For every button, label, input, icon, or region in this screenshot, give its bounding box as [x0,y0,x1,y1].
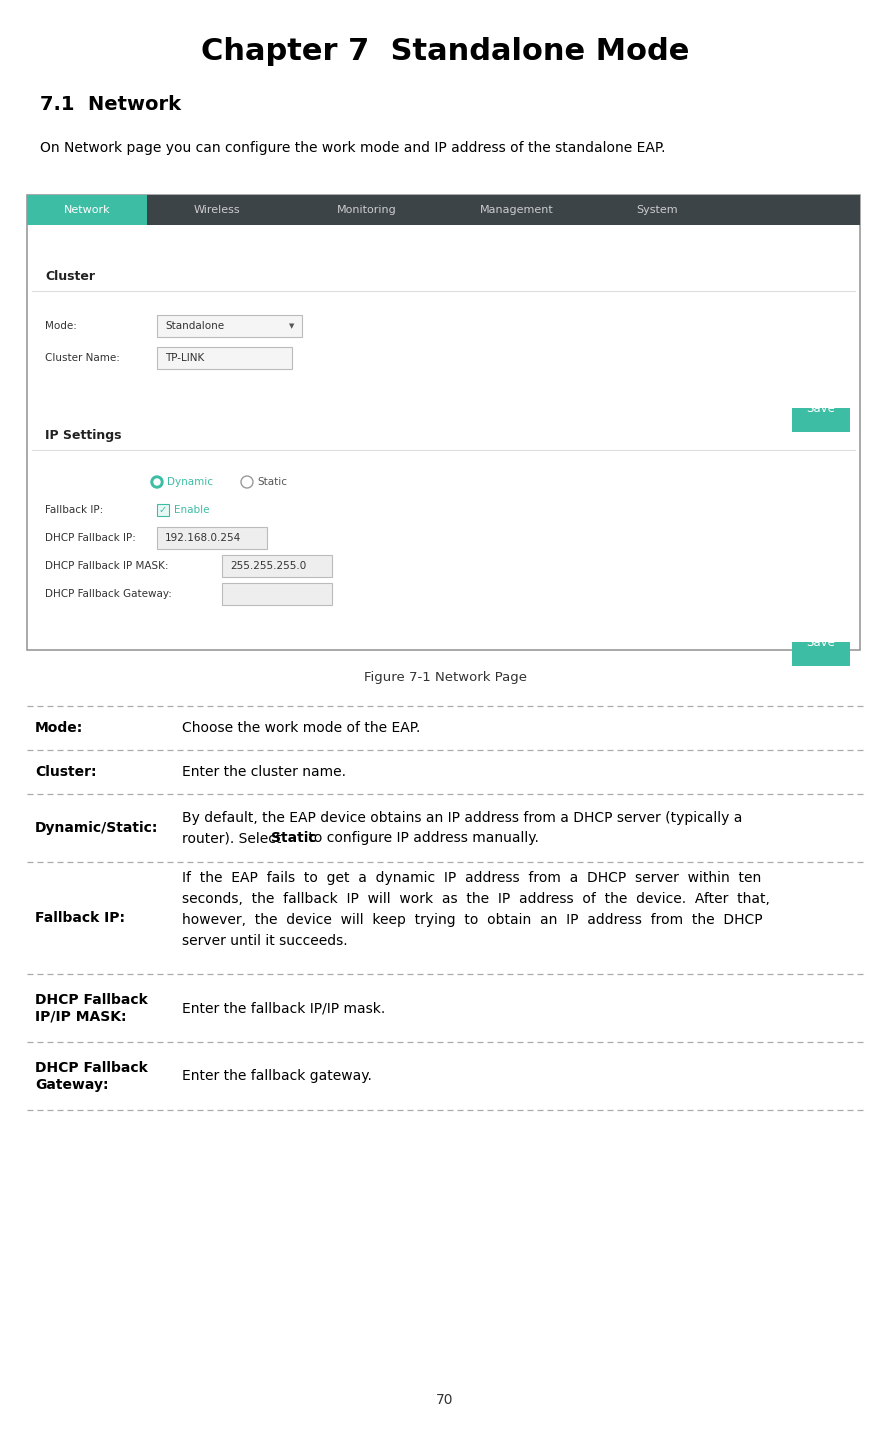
Text: If  the  EAP  fails  to  get  a  dynamic  IP  address  from  a  DHCP  server  wi: If the EAP fails to get a dynamic IP add… [182,870,761,885]
Text: Fallback IP:: Fallback IP: [45,505,103,515]
Bar [157,347,292,369]
Text: Wireless: Wireless [194,205,240,215]
Bar [222,555,332,576]
Bar [792,409,850,432]
Text: IP/IP MASK:: IP/IP MASK: [35,1010,126,1024]
Text: Enable: Enable [174,505,209,515]
Text: 7.1  Network: 7.1 Network [40,96,181,115]
Text: DHCP Fallback: DHCP Fallback [35,1061,148,1076]
Bar [157,503,169,516]
Text: Cluster: Cluster [45,271,95,284]
Bar [792,642,850,665]
Text: DHCP Fallback IP:: DHCP Fallback IP: [45,533,136,543]
Text: Cluster:: Cluster: [35,764,96,779]
Text: Gateway:: Gateway: [35,1078,109,1093]
Text: to configure IP address manually.: to configure IP address manually. [304,830,539,845]
Text: seconds,  the  fallback  IP  will  work  as  the  IP  address  of  the  device. : seconds, the fallback IP will work as th… [182,892,770,906]
Bar [157,528,267,549]
Text: Save: Save [806,637,836,650]
Text: Cluster Name:: Cluster Name: [45,353,120,363]
Bar [27,195,860,650]
Text: ✓: ✓ [159,505,167,515]
Text: Enter the fallback IP/IP mask.: Enter the fallback IP/IP mask. [182,1001,385,1015]
Text: Dynamic/Static:: Dynamic/Static: [35,822,158,835]
Text: DHCP Fallback: DHCP Fallback [35,992,148,1007]
Text: Save: Save [806,403,836,416]
Text: By default, the EAP device obtains an IP address from a DHCP server (typically a: By default, the EAP device obtains an IP… [182,812,742,825]
Text: Management: Management [480,205,554,215]
Text: Mode:: Mode: [45,321,77,331]
Text: TP-LINK: TP-LINK [165,353,204,363]
Circle shape [151,476,163,488]
Text: Static: Static [257,478,287,488]
Text: Network: Network [64,205,110,215]
Text: Enter the cluster name.: Enter the cluster name. [182,764,346,779]
Text: System: System [636,205,678,215]
Text: Enter the fallback gateway.: Enter the fallback gateway. [182,1068,372,1083]
Bar [222,584,332,605]
Text: DHCP Fallback IP MASK:: DHCP Fallback IP MASK: [45,561,168,571]
Text: however,  the  device  will  keep  trying  to  obtain  an  IP  address  from  th: however, the device will keep trying to … [182,913,763,926]
Bar [157,315,302,337]
Text: ▼: ▼ [289,323,295,328]
Text: On Network page you can configure the work mode and IP address of the standalone: On Network page you can configure the wo… [40,141,666,155]
Bar [27,195,147,225]
Text: server until it succeeds.: server until it succeeds. [182,934,348,948]
Circle shape [154,479,160,485]
Text: Mode:: Mode: [35,721,84,736]
Text: Chapter 7  Standalone Mode: Chapter 7 Standalone Mode [201,37,689,66]
Text: 70: 70 [436,1392,454,1407]
Text: Static: Static [271,830,317,845]
Text: Monitoring: Monitoring [337,205,397,215]
Text: Standalone: Standalone [165,321,224,331]
Text: 255.255.255.0: 255.255.255.0 [230,561,306,571]
Text: router). Select: router). Select [182,830,286,845]
Text: DHCP Fallback Gateway:: DHCP Fallback Gateway: [45,589,172,599]
Text: Choose the work mode of the EAP.: Choose the work mode of the EAP. [182,721,420,736]
Text: Fallback IP:: Fallback IP: [35,911,125,925]
Text: IP Settings: IP Settings [45,430,122,443]
Bar [27,195,860,225]
Text: Figure 7-1 Network Page: Figure 7-1 Network Page [363,671,527,684]
Text: Dynamic: Dynamic [167,478,213,488]
Text: 192.168.0.254: 192.168.0.254 [165,533,241,543]
